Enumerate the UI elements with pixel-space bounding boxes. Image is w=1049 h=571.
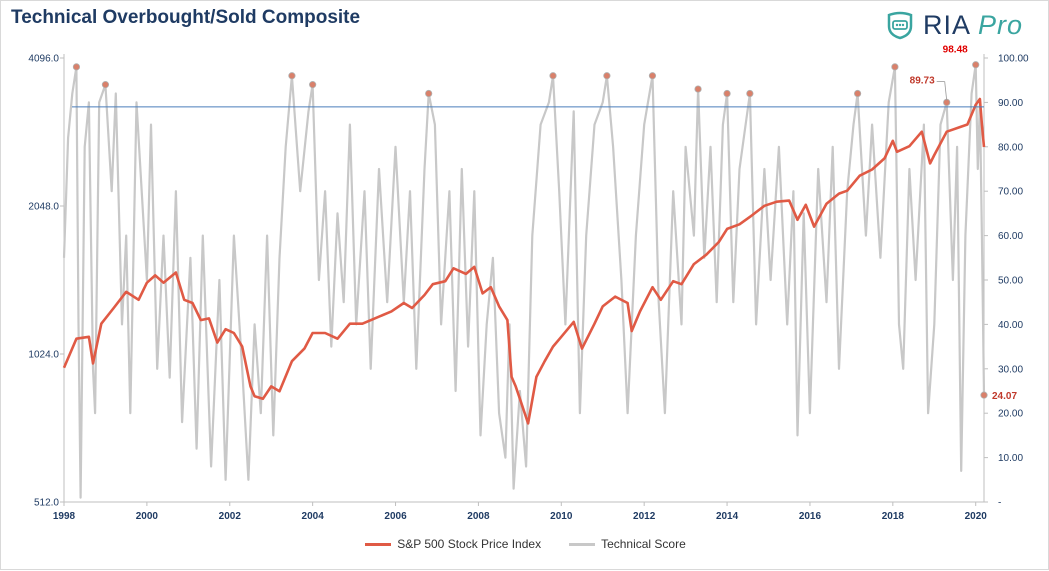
- y-left-tick-label: 1024.0: [28, 350, 59, 361]
- x-tick-label: 2020: [965, 511, 988, 522]
- x-tick-label: 2014: [716, 511, 739, 522]
- overbought-marker: [425, 89, 433, 98]
- legend-swatch-sp500: [365, 542, 392, 546]
- legend-item-technical-score: Technical Score: [569, 537, 686, 551]
- x-tick-label: 2016: [799, 511, 822, 522]
- overbought-marker: [694, 85, 702, 93]
- legend-label-technical-score: Technical Score: [601, 537, 686, 551]
- sp500-series-line: [62, 97, 986, 425]
- x-tick-label: 2012: [633, 511, 656, 522]
- y-left-tick-label: 512.0: [34, 498, 59, 509]
- technical-score-series-line: [62, 63, 986, 499]
- x-tick-label: 2008: [467, 511, 490, 522]
- y-left-tick-label: 4096.0: [28, 54, 59, 65]
- legend-swatch-technical-score: [569, 542, 596, 546]
- overbought-marker: [101, 81, 110, 89]
- y-right-tick-label: 80.00: [998, 142, 1023, 153]
- y-right-tick-label: 20.00: [998, 409, 1023, 420]
- overbought-marker: [723, 89, 731, 98]
- y-right-tick-label: 40.00: [998, 320, 1023, 331]
- overbought-marker: [854, 89, 862, 98]
- overbought-marker: [980, 391, 988, 399]
- overbought-marker: [603, 72, 611, 80]
- annotation-89-73: 89.73: [910, 76, 935, 87]
- overbought-marker: [72, 63, 81, 71]
- y-right-tick-label: -: [998, 498, 1001, 509]
- annotation-24-07: 24.07: [992, 391, 1017, 402]
- overbought-marker: [746, 89, 754, 98]
- overbought-marker: [309, 81, 317, 89]
- shield-chat-icon: [887, 11, 913, 40]
- x-tick-label: 2000: [136, 511, 159, 522]
- legend-label-sp500: S&P 500 Stock Price Index: [397, 537, 542, 551]
- annotation-leader: [944, 81, 948, 101]
- x-tick-label: 2018: [882, 511, 905, 522]
- logo-wordmark: RIA Pro: [923, 10, 1023, 41]
- y-right-tick-label: 70.00: [998, 187, 1023, 198]
- y-right-tick-label: 100.00: [998, 54, 1029, 65]
- legend-item-sp500: S&P 500 Stock Price Index: [365, 537, 541, 551]
- x-tick-label: 2006: [384, 511, 407, 522]
- y-right-tick-label: 50.00: [998, 276, 1023, 287]
- chart-title: Technical Overbought/Sold Composite: [11, 7, 361, 28]
- overbought-marker: [549, 72, 557, 80]
- overbought-marker: [288, 72, 296, 80]
- y-right-tick-label: 60.00: [998, 231, 1023, 242]
- overbought-marker: [648, 72, 657, 80]
- y-right-tick-label: 30.00: [998, 364, 1023, 375]
- overbought-marker: [891, 63, 899, 71]
- x-tick-label: 2002: [219, 511, 242, 522]
- annotation-98-48: 98.48: [943, 45, 968, 56]
- y-left-tick-label: 2048.0: [28, 202, 59, 213]
- x-tick-label: 2004: [302, 511, 325, 522]
- logo-suffix: Pro: [978, 9, 1024, 40]
- x-tick-label: 1998: [53, 511, 76, 522]
- legend: S&P 500 Stock Price Index Technical Scor…: [1, 537, 1049, 551]
- y-right-tick-label: 10.00: [998, 453, 1023, 464]
- logo-brand: RIA: [923, 9, 970, 40]
- ria-pro-logo: RIA Pro: [885, 9, 1023, 41]
- y-right-tick-label: 90.00: [998, 98, 1023, 109]
- overbought-marker: [972, 61, 980, 69]
- x-tick-label: 2010: [550, 511, 573, 522]
